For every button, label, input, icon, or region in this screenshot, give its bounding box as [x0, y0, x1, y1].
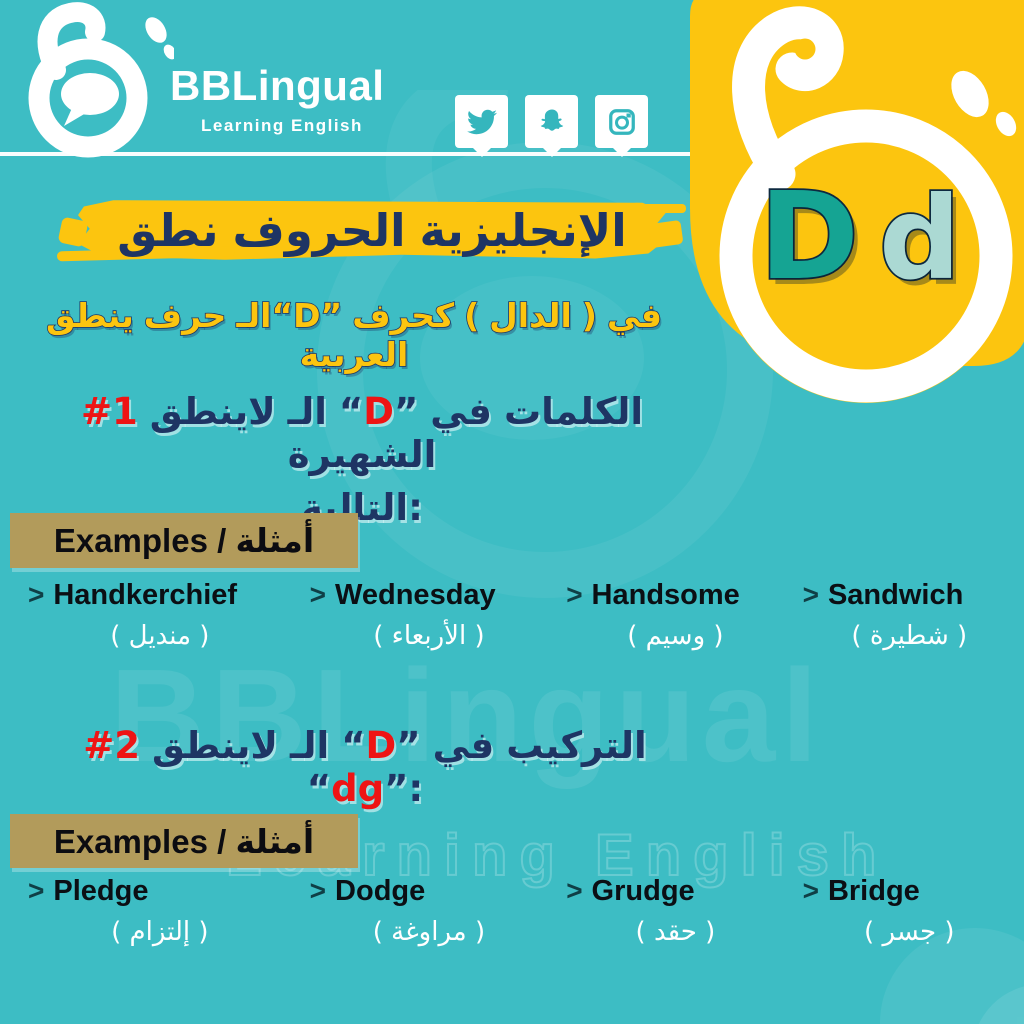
- example-word: Handsome: [591, 579, 740, 611]
- examples-label: Examples / أمثلة: [53, 822, 315, 860]
- brand-watermark: BBLingual: [110, 642, 824, 789]
- brush-streak: [592, 204, 686, 213]
- example-translation: ( منديل ): [110, 621, 210, 651]
- chevron-marker: >: [802, 875, 819, 906]
- example-word: Sandwich: [827, 579, 964, 611]
- example-word: Pledge: [53, 875, 149, 907]
- social-icons: [455, 95, 648, 148]
- example-item: > Grudge ( حقد ): [548, 875, 784, 947]
- example-word: Bridge: [827, 875, 920, 907]
- section-2-heading: #2 لاينطق الـ “D” في التركيب“dg”:: [25, 724, 705, 810]
- examples-row-1: > Handkerchief ( منديل ) > Wednesday ( الأ…: [10, 579, 1016, 651]
- example-item: > Bridge ( جسر ): [785, 875, 1016, 947]
- page-title: نطق الحروف الإنجليزية: [117, 203, 627, 257]
- example-item: > Handsome ( وسيم ): [548, 579, 784, 651]
- letter-uppercase: D: [758, 166, 861, 309]
- example-item: > Wednesday ( الأربعاء ): [292, 579, 549, 651]
- example-item: > Dodge ( مراوغة ): [292, 875, 549, 947]
- snapchat-pin: [525, 95, 578, 148]
- letter-badge: D d: [744, 166, 976, 309]
- instagram-icon: [608, 108, 635, 135]
- twitter-icon: [466, 109, 497, 134]
- chevron-marker: >: [309, 875, 327, 906]
- examples-bar-2: Examples / أمثلة: [10, 814, 358, 868]
- examples-row-2: > Pledge ( إلتزام ) > Dodge ( مراوغة ) > Gr…: [10, 875, 1016, 947]
- yellow-blob-logo: [690, 0, 1024, 403]
- chevron-marker: >: [309, 579, 327, 610]
- instagram-pin: [595, 95, 648, 148]
- snapchat-icon: [540, 109, 563, 131]
- chevron-marker: >: [28, 579, 45, 610]
- header-divider: [0, 152, 1024, 156]
- section-1-heading: #1 لاينطق الـ “D” في الكلماتالشهيرة التالية:: [15, 390, 709, 529]
- section-1-heading-line1: #1 لاينطق الـ “D” في الكلماتالشهيرة: [80, 390, 644, 476]
- brand-tagline: Learning English: [201, 116, 363, 135]
- example-word: Dodge: [335, 875, 426, 907]
- example-word: Grudge: [591, 875, 695, 907]
- example-translation: ( مراوغة ): [372, 917, 486, 947]
- example-item: > Pledge ( إلتزام ): [10, 875, 292, 947]
- section-2-heading-line1: #2 لاينطق الـ “D” في التركيب“dg”:: [83, 724, 647, 810]
- letter-lowercase: d: [877, 170, 962, 307]
- chevron-marker: >: [802, 579, 819, 610]
- brand-name: BBLingual: [170, 62, 385, 109]
- examples-label: Examples / أمثلة: [53, 522, 315, 559]
- example-translation: ( إلتزام ): [111, 917, 209, 947]
- example-translation: ( جسر ): [864, 917, 955, 947]
- example-translation: ( وسيم ): [627, 621, 724, 651]
- example-word: Handkerchief: [53, 579, 238, 611]
- example-word: Wednesday: [335, 579, 496, 611]
- example-item: > Sandwich ( شطيرة ): [785, 579, 1016, 651]
- twitter-pin: [455, 95, 508, 148]
- examples-bar-1: Examples / أمثلة: [10, 513, 358, 568]
- example-translation: ( حقد ): [635, 917, 716, 947]
- example-translation: ( الأربعاء ): [373, 621, 485, 651]
- example-translation: ( شطيرة ): [851, 621, 968, 651]
- chevron-marker: >: [28, 875, 45, 906]
- chevron-marker: >: [566, 875, 583, 906]
- bblingual-logo: [28, 2, 174, 158]
- example-item: > Handkerchief ( منديل ): [10, 579, 292, 651]
- chevron-marker: >: [566, 579, 583, 610]
- page-subtitle: ينطق حرف الـ“D” كحرف(الدال) فيالعربية: [45, 295, 663, 375]
